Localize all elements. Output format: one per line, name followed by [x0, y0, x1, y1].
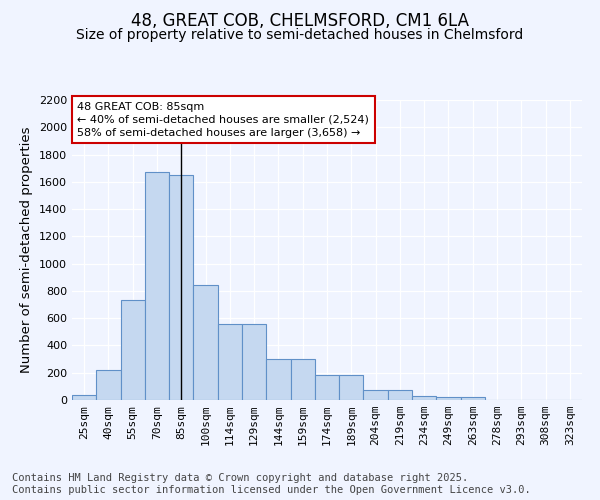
Bar [169, 175, 193, 400]
Bar [290, 359, 315, 400]
Bar [145, 172, 169, 400]
Text: Contains HM Land Registry data © Crown copyright and database right 2025.
Contai: Contains HM Land Registry data © Crown c… [12, 474, 531, 495]
Bar [266, 359, 290, 400]
Y-axis label: Number of semi-detached properties: Number of semi-detached properties [20, 126, 34, 373]
Bar [218, 324, 242, 400]
Bar [436, 398, 461, 400]
Bar [72, 394, 96, 400]
Bar [242, 324, 266, 400]
Bar [388, 390, 412, 400]
Bar [193, 286, 218, 400]
Text: 48, GREAT COB, CHELMSFORD, CM1 6LA: 48, GREAT COB, CHELMSFORD, CM1 6LA [131, 12, 469, 30]
Bar [339, 375, 364, 400]
Text: Size of property relative to semi-detached houses in Chelmsford: Size of property relative to semi-detach… [76, 28, 524, 42]
Bar [315, 375, 339, 400]
Bar [412, 396, 436, 400]
Text: 48 GREAT COB: 85sqm
← 40% of semi-detached houses are smaller (2,524)
58% of sem: 48 GREAT COB: 85sqm ← 40% of semi-detach… [77, 102, 369, 138]
Bar [96, 370, 121, 400]
Bar [461, 398, 485, 400]
Bar [121, 300, 145, 400]
Bar [364, 390, 388, 400]
